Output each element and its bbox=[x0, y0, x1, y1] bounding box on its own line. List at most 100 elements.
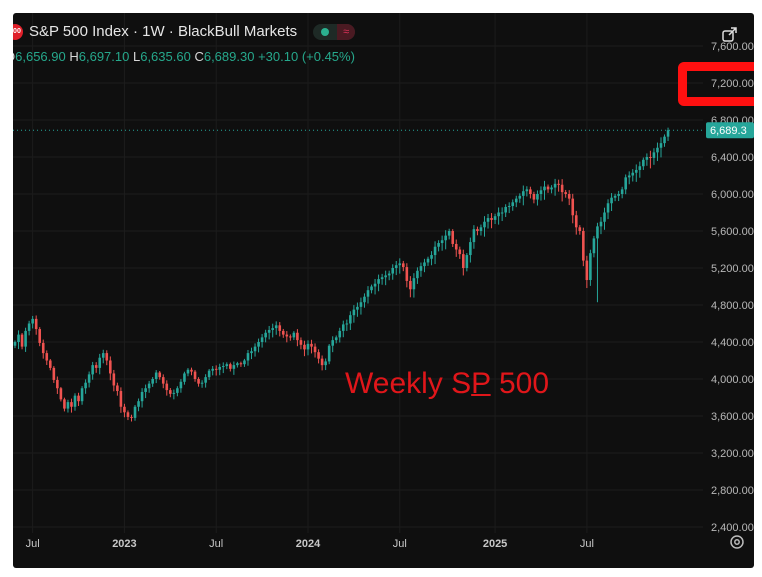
low-label: L bbox=[132, 49, 141, 64]
candle-body bbox=[278, 325, 282, 331]
candle-body bbox=[666, 130, 670, 137]
candle-body bbox=[34, 318, 38, 330]
candle-body bbox=[77, 395, 80, 402]
y-tick-label: 2,800.00 bbox=[711, 485, 754, 497]
chart-title[interactable]: S&P 500 Index · 1W · BlackBull Markets bbox=[29, 23, 298, 40]
candle-body bbox=[306, 343, 310, 350]
candle-body bbox=[151, 379, 154, 384]
candle-body bbox=[476, 229, 479, 231]
candle-body bbox=[391, 268, 395, 274]
candle-body bbox=[599, 221, 603, 227]
candle-body bbox=[165, 383, 169, 391]
candle-body bbox=[402, 263, 405, 268]
candle-body bbox=[324, 361, 327, 366]
candle-body bbox=[211, 368, 214, 371]
candle-body bbox=[483, 221, 486, 228]
candle-body bbox=[207, 370, 211, 378]
y-tick-label: 3,600.00 bbox=[711, 411, 754, 423]
candle-body bbox=[130, 416, 133, 418]
candle-body bbox=[250, 351, 253, 354]
candlestick-chart[interactable]: 7,600.007,200.006,800.006,400.006,000.00… bbox=[13, 13, 754, 568]
candle-body bbox=[345, 323, 349, 325]
candle-body bbox=[522, 191, 525, 196]
candle-body bbox=[613, 195, 617, 198]
candle-body bbox=[394, 265, 398, 268]
candle-body bbox=[267, 329, 271, 333]
candle-body bbox=[529, 189, 532, 194]
y-tick-label: 2,400.00 bbox=[711, 522, 754, 534]
candle-body bbox=[419, 266, 423, 271]
candle-body bbox=[557, 183, 560, 185]
candle-body bbox=[454, 243, 458, 250]
y-tick-label: 4,800.00 bbox=[711, 300, 754, 312]
candle-body bbox=[303, 344, 306, 350]
candle-body bbox=[285, 334, 289, 337]
candle-body bbox=[186, 369, 190, 374]
candle-body bbox=[214, 368, 218, 370]
candle-body bbox=[387, 273, 391, 276]
candle-body bbox=[197, 379, 200, 384]
expand-icon[interactable] bbox=[721, 25, 739, 43]
candle-body bbox=[525, 189, 529, 192]
candle-body bbox=[73, 395, 77, 407]
candle-body bbox=[652, 152, 656, 158]
x-tick-label: Jul bbox=[393, 538, 407, 550]
candle-body bbox=[229, 364, 232, 369]
candle-body bbox=[398, 263, 402, 266]
candle-body bbox=[218, 366, 222, 370]
candle-body bbox=[638, 166, 642, 170]
candle-body bbox=[147, 383, 151, 389]
candle-body bbox=[571, 198, 575, 216]
candle-body bbox=[504, 206, 507, 213]
candle-body bbox=[649, 157, 652, 158]
gear-icon[interactable] bbox=[729, 534, 745, 554]
highlight-box-7200 bbox=[678, 62, 754, 106]
high-value: 6,697.10 bbox=[78, 49, 130, 64]
y-tick-label: 4,400.00 bbox=[711, 337, 754, 349]
candle-body bbox=[232, 365, 236, 369]
candle-body bbox=[536, 194, 539, 200]
candle-body bbox=[41, 342, 45, 354]
y-tick-label: 5,600.00 bbox=[711, 226, 754, 238]
candle-body bbox=[447, 231, 451, 236]
candle-body bbox=[458, 249, 462, 255]
x-tick-label: Jul bbox=[580, 538, 594, 550]
market-status-toggle[interactable]: ≈ bbox=[313, 23, 356, 40]
candle-body bbox=[31, 318, 34, 324]
candle-body bbox=[87, 374, 91, 383]
symbol-logo: 500 bbox=[13, 23, 23, 40]
candle-body bbox=[578, 227, 582, 231]
candle-body bbox=[349, 315, 352, 324]
candle-body bbox=[507, 206, 511, 208]
candle-body bbox=[320, 358, 324, 366]
candle-body bbox=[112, 373, 116, 386]
candle-body bbox=[352, 309, 356, 316]
candle-body bbox=[310, 343, 313, 347]
chart-panel[interactable]: 7,600.00 7,200.00 6,800.00 6,400.00 6,000.00… bbox=[13, 13, 754, 568]
candle-body bbox=[585, 260, 589, 281]
candle-body bbox=[274, 325, 278, 329]
candle-body bbox=[500, 212, 504, 214]
candle-body bbox=[610, 197, 613, 204]
candle-body bbox=[560, 184, 564, 193]
candle-body bbox=[17, 334, 20, 342]
candle-body bbox=[363, 296, 366, 303]
y-tick-label: 7,600.00 bbox=[711, 41, 754, 53]
candle-body bbox=[13, 342, 17, 346]
candle-body bbox=[338, 330, 342, 338]
candle-body bbox=[472, 229, 476, 243]
candle-body bbox=[514, 198, 518, 203]
candle-body bbox=[133, 406, 137, 418]
candle-body bbox=[659, 143, 663, 148]
candle-body bbox=[45, 353, 49, 361]
candle-body bbox=[63, 399, 66, 409]
candle-body bbox=[603, 212, 606, 222]
candle-body bbox=[469, 242, 472, 256]
candle-body bbox=[140, 391, 144, 402]
candle-body bbox=[289, 336, 292, 338]
x-tick-label: 2023 bbox=[112, 538, 136, 550]
x-tick-label: 2024 bbox=[296, 538, 321, 550]
candle-body bbox=[105, 353, 109, 361]
candle-body bbox=[634, 169, 638, 173]
candle-body bbox=[109, 360, 112, 374]
